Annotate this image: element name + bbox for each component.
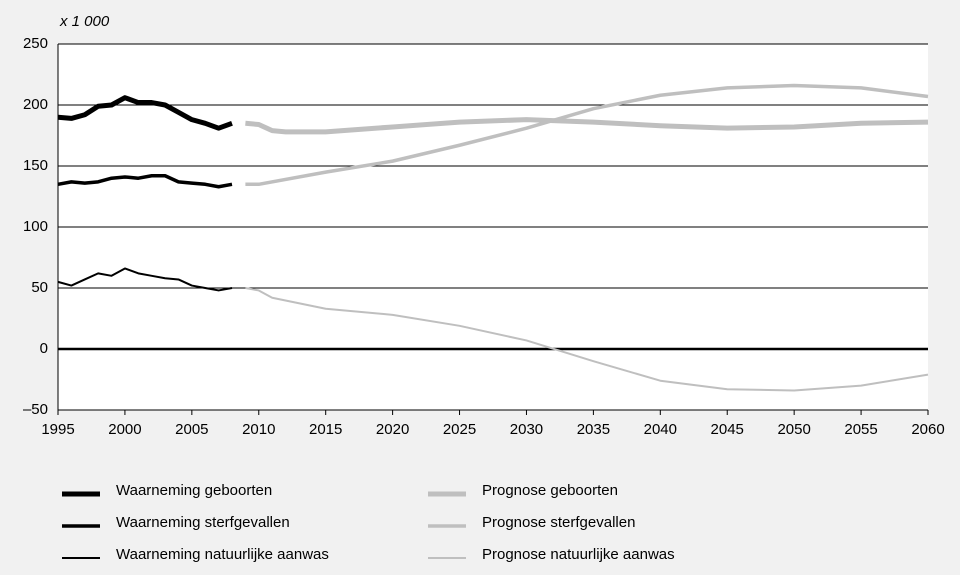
x-tick-label: 2000 [108,421,141,438]
x-tick-label: 2010 [242,421,275,438]
line-series [57,267,233,292]
x-tick-label: 2050 [777,421,810,438]
x-tick-label: 2020 [376,421,409,438]
legend-label: Prognose geboorten [482,482,618,499]
x-tick-label: 2055 [844,421,877,438]
legend-label: Prognose natuurlijke aanwas [482,546,675,563]
line-series [245,83,929,187]
y-tick-label: 50 [31,279,48,296]
y-tick-label: 250 [23,35,48,52]
x-tick-label: 2060 [911,421,944,438]
x-tick-label: 2040 [644,421,677,438]
x-tick-label: 1995 [41,421,74,438]
line-series [57,95,233,131]
legend-label: Waarneming sterfgevallen [116,514,290,531]
y-tick-label: 0 [40,340,48,357]
x-tick-label: 2035 [577,421,610,438]
x-tick-label: 2045 [711,421,744,438]
y-tick-label: 200 [23,96,48,113]
y-tick-label: –50 [23,401,48,418]
x-tick-label: 2030 [510,421,543,438]
legend-label: Waarneming geboorten [116,482,272,499]
y-tick-label: 100 [23,218,48,235]
legend-label: Waarneming natuurlijke aanwas [116,546,329,563]
line-series [245,117,929,135]
line-series [57,174,233,189]
legend-label: Prognose sterfgevallen [482,514,635,531]
x-tick-label: 2015 [309,421,342,438]
x-tick-label: 2025 [443,421,476,438]
unit-label: x 1 000 [59,13,110,30]
y-tick-label: 150 [23,157,48,174]
x-tick-label: 2005 [175,421,208,438]
line-series [245,287,929,392]
